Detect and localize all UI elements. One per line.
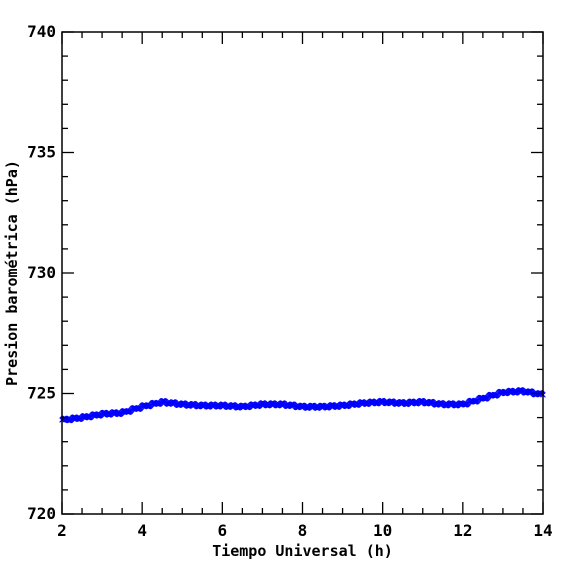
- y-tick-label: 740: [27, 22, 56, 41]
- y-axis-label: Presion barométrica (hPa): [3, 160, 21, 386]
- y-tick-label: 735: [27, 143, 56, 162]
- plot-frame: [61, 31, 544, 515]
- y-tick-label: 720: [27, 504, 56, 523]
- x-tick-label: 12: [453, 521, 472, 540]
- tick-labels: 2 4 6 8 10 12 14 720 725 730 735 740: [27, 22, 553, 540]
- x-tick-label: 14: [533, 521, 552, 540]
- x-axis-label: Tiempo Universal (h): [212, 542, 393, 560]
- x-tick-label: 10: [373, 521, 392, 540]
- x-tick-label: 6: [218, 521, 228, 540]
- x-tick-label: 4: [137, 521, 147, 540]
- y-tick-label: 730: [27, 263, 56, 282]
- x-tick-label: 8: [298, 521, 308, 540]
- y-tick-label: 725: [27, 384, 56, 403]
- data-points: [59, 387, 546, 424]
- x-tick-label: 2: [57, 521, 67, 540]
- axis-ticks: [61, 31, 544, 515]
